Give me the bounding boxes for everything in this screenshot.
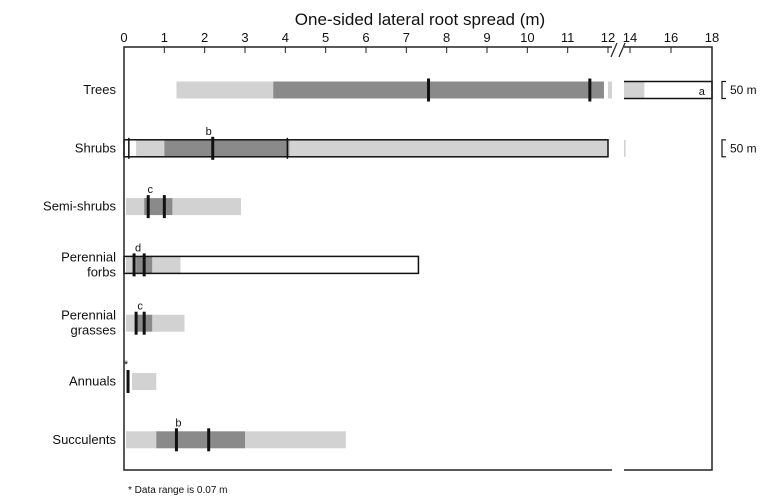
footnote: * Data range is 0.07 m <box>128 485 228 496</box>
bar-light-segment <box>152 314 185 332</box>
category-label: Succulents <box>52 432 116 447</box>
significance-letter: * <box>124 359 129 371</box>
category-label: Perennial <box>61 308 116 323</box>
category-label: forbs <box>87 264 116 279</box>
category-row: b <box>126 417 346 452</box>
category-bars: a 50 m b 50 m c d c * b <box>123 78 757 452</box>
category-row: b 50 m <box>123 126 757 160</box>
category-label: Shrubs <box>75 140 117 155</box>
category-label: grasses <box>70 323 116 338</box>
x-tick-label: 16 <box>664 30 678 45</box>
bar-light-segment <box>152 256 181 274</box>
bar-light-segment <box>132 373 157 390</box>
x-tick-label: 2 <box>201 30 208 45</box>
category-row: * <box>124 359 157 393</box>
significance-letter: b <box>206 126 212 138</box>
value-label: 50 m <box>730 141 757 155</box>
bar-light-segment <box>126 198 145 216</box>
x-tick-label: 9 <box>483 30 490 45</box>
x-tick-label: 3 <box>241 30 248 45</box>
bar-light-segment <box>172 198 241 216</box>
category-label: Perennial <box>61 249 116 264</box>
value-bracket <box>721 80 726 100</box>
significance-letter: a <box>699 86 706 98</box>
x-tick-label: 0 <box>120 30 127 45</box>
x-tick-label: 7 <box>403 30 410 45</box>
x-tick-label: 10 <box>520 30 534 45</box>
x-tick-label: 8 <box>443 30 450 45</box>
x-tick-label: 1 <box>161 30 168 45</box>
chart-title: One-sided lateral root spread (m) <box>295 10 545 29</box>
significance-letter: d <box>135 242 141 254</box>
bar-light-segment <box>289 139 608 157</box>
x-tick-label: 14 <box>623 30 637 45</box>
significance-letter: b <box>175 417 181 429</box>
axis-break-mark <box>610 42 626 472</box>
category-label: Trees <box>83 82 116 97</box>
axis-break-slash-left <box>610 42 618 58</box>
value-bracket <box>721 139 726 158</box>
x-axis-ticks: 0 1 2 3 4 5 6 7 8 9 10 11 12 14 16 18 <box>120 30 719 53</box>
bar-light-segment <box>619 81 645 99</box>
x-tick-label: 6 <box>362 30 369 45</box>
category-label: Annuals <box>69 374 116 389</box>
bar-light-segment <box>126 431 157 449</box>
axis-break-slash-right <box>618 42 626 58</box>
x-tick-label: 5 <box>322 30 329 45</box>
bar-light-segment <box>245 431 346 449</box>
bar-light-segment <box>126 314 137 332</box>
category-row: c <box>126 184 241 219</box>
axis-break-gap <box>612 45 624 472</box>
bar-light-segment <box>608 81 615 99</box>
bar-light-segment <box>126 256 137 274</box>
x-tick-label: 4 <box>282 30 289 45</box>
category-row: c <box>126 301 185 335</box>
bar-dark-segment <box>156 431 245 449</box>
value-label: 50 m <box>730 83 757 97</box>
bar-light-segment <box>136 139 165 157</box>
category-label: Semi-shrubs <box>43 199 116 214</box>
x-tick-label: 12 <box>601 30 615 45</box>
x-tick-label: 11 <box>561 30 575 45</box>
bar-light-segment <box>176 81 274 99</box>
x-tick-label: 18 <box>705 30 719 45</box>
category-row: a 50 m <box>176 78 757 102</box>
bar-dark-segment <box>164 139 290 157</box>
plot-frame <box>123 46 713 471</box>
significance-letter: c <box>147 184 153 196</box>
bar-dark-segment <box>273 81 604 99</box>
category-row: d <box>123 242 420 277</box>
significance-letter: c <box>137 301 143 313</box>
category-labels: TreesShrubsSemi-shrubsPerennialforbsPere… <box>43 82 116 447</box>
